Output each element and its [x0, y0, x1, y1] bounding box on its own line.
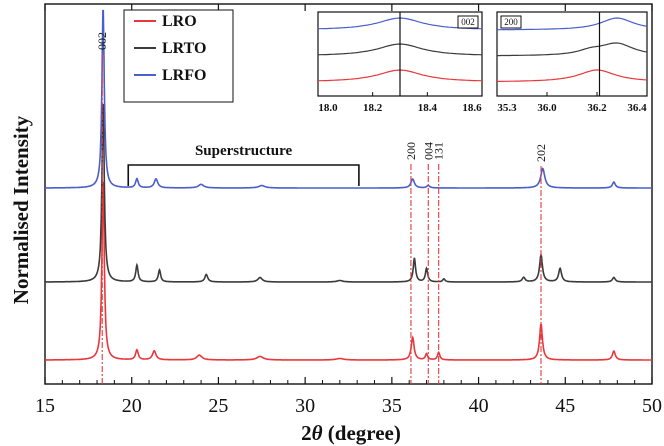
x-tick-label: 50 — [642, 395, 662, 417]
x-axis-label: 2θ (degree) — [301, 421, 401, 445]
insets: 18.0 18.2 18.4 18.6 002 35.3 36.0 36.2 36.4 200 — [317, 11, 648, 114]
inset-tick-label: 18.2 — [363, 102, 383, 114]
peak-label: 200 — [404, 142, 418, 160]
x-tick-label: 15 — [35, 395, 55, 417]
peak-label: 002 — [95, 32, 109, 50]
inset-line-lrto — [497, 42, 648, 57]
inset-frame — [496, 11, 648, 97]
legend: LRO LRTO LRFO — [123, 9, 234, 103]
peak-label: 131 — [432, 142, 446, 160]
inset-badge-box — [500, 15, 522, 29]
y-axis-label: Normalised Intensity — [9, 115, 33, 304]
inset-line-lro — [497, 69, 648, 82]
x-tick-label: 40 — [469, 395, 489, 417]
x-tick-label: 45 — [555, 395, 575, 417]
inset-002: 18.0 18.2 18.4 18.6 002 — [317, 11, 483, 114]
inset-badge: 002 — [461, 17, 475, 27]
x-tick-label: 30 — [295, 395, 315, 417]
inset-tick-label: 18.4 — [418, 102, 438, 114]
x-tick-label: 35 — [382, 395, 402, 417]
inset-200: 35.3 36.0 36.2 36.4 200 — [496, 11, 648, 114]
peak-label: 004 — [421, 142, 435, 160]
inset-tick-label: 35.3 — [497, 102, 517, 114]
superstructure-annotation: Superstructure — [127, 143, 360, 186]
legend-label: LRFO — [162, 67, 206, 84]
inset-tick-label: 18.6 — [462, 102, 482, 114]
inset-line-lrfo — [497, 17, 648, 31]
series-line-lrto — [45, 103, 652, 283]
superstructure-label: Superstructure — [195, 143, 293, 159]
peak-label: 202 — [534, 144, 548, 162]
legend-label: LRO — [162, 13, 197, 30]
series-line-lro — [45, 181, 652, 361]
legend-label: LRTO — [162, 40, 207, 57]
inset-tick-label: 18.0 — [318, 102, 338, 114]
inset-badge-box — [457, 15, 479, 29]
inset-tick-label: 36.4 — [627, 102, 647, 114]
inset-tick-label: 36.2 — [587, 102, 607, 114]
inset-badge: 200 — [504, 17, 518, 27]
x-tick-label: 25 — [208, 395, 228, 417]
x-tick-label: 20 — [122, 395, 142, 417]
plot-frame — [44, 3, 653, 385]
superstructure-bracket — [127, 164, 360, 186]
inset-tick-label: 36.0 — [537, 102, 557, 114]
axis-titles: 2θ (degree) Normalised Intensity — [9, 115, 401, 445]
main-plot: 15 20 25 30 35 40 45 50 — [35, 3, 662, 417]
legend-box — [123, 9, 234, 103]
series-line-lrfo — [45, 9, 652, 189]
